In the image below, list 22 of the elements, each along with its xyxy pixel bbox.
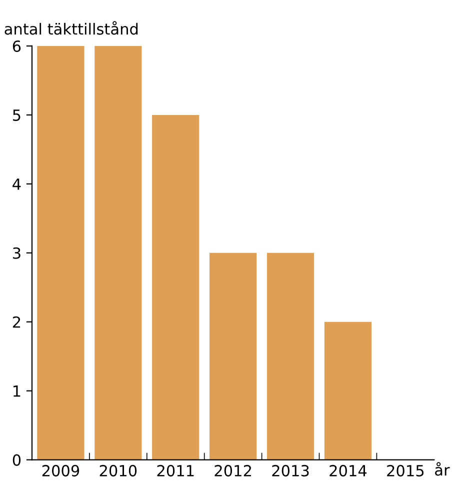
bar (37, 46, 84, 460)
y-tick-label: 4 (12, 178, 21, 190)
bar (210, 252, 257, 460)
bar (324, 322, 372, 460)
y-tick-label: 6 (12, 40, 21, 52)
bar (266, 252, 314, 460)
y-tick-label: 1 (14, 385, 20, 397)
y-tick-label: 3 (13, 247, 20, 259)
x-tick-label: 2010 (100, 464, 137, 476)
y-tick-label: 2 (12, 316, 20, 328)
x-tick-label: 2013 (272, 464, 309, 476)
x-tick-label: 2012 (214, 464, 251, 476)
x-tick-label: 2015 (387, 464, 424, 476)
y-axis-title: antal täkttillstånd (4, 21, 138, 35)
x-axis-title: år (435, 462, 450, 476)
x-tick-label: 2009 (42, 464, 80, 476)
y-tick-label: 5 (13, 110, 20, 121)
bar (152, 114, 200, 460)
y-tick-label: 0 (12, 454, 21, 466)
bar (94, 46, 142, 460)
x-tick-label: 2014 (330, 464, 367, 476)
x-tick-label: 2011 (157, 464, 194, 476)
